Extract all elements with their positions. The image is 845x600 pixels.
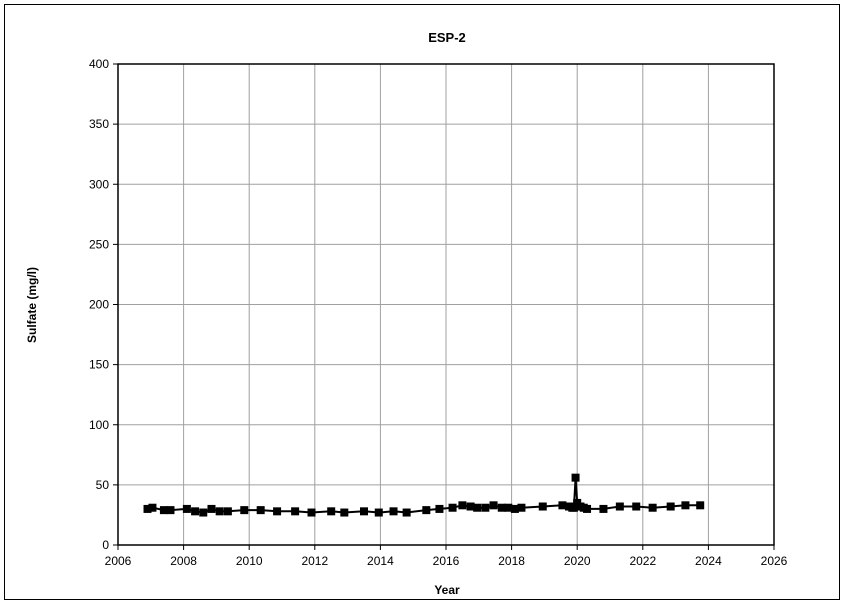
data-point (599, 504, 608, 513)
x-tick-label: 2026 (761, 554, 788, 568)
series-layer (143, 473, 705, 517)
x-tick-label: 2012 (301, 554, 328, 568)
data-point (517, 503, 526, 512)
x-tick-label: 2006 (105, 554, 132, 568)
data-point (696, 501, 705, 510)
x-tick-label: 2022 (629, 554, 656, 568)
x-tick-label: 2008 (170, 554, 197, 568)
x-tick-label: 2014 (367, 554, 394, 568)
data-point (223, 507, 232, 516)
data-point (182, 504, 191, 513)
data-point (389, 507, 398, 516)
data-point (489, 501, 498, 510)
data-point (307, 508, 316, 517)
data-point (240, 506, 249, 515)
y-tick-label: 250 (89, 237, 109, 251)
x-axis-title: Year (434, 583, 460, 597)
data-point (666, 502, 675, 511)
data-point (374, 508, 383, 517)
data-point (466, 502, 475, 511)
y-axis: 0 50 100 150 200 250 300 350 400 (89, 57, 118, 552)
data-point (569, 503, 578, 512)
grid-lines (117, 63, 775, 546)
data-point (215, 507, 224, 516)
x-axis: 2006 2008 2010 2012 2014 2016 2018 2020 2022 2024… (105, 545, 788, 568)
data-point (148, 503, 157, 512)
x-tick-label: 2018 (498, 554, 525, 568)
y-tick-label: 400 (89, 57, 109, 71)
y-axis-title: Sulfate (mg/l) (25, 267, 39, 343)
y-tick-label: 0 (102, 538, 109, 552)
data-point (632, 502, 641, 511)
data-point (327, 507, 336, 516)
data-point (504, 503, 513, 512)
x-tick-label: 2024 (695, 554, 722, 568)
data-point (256, 506, 265, 515)
data-point (571, 473, 580, 482)
x-tick-label: 2016 (433, 554, 460, 568)
data-point (435, 504, 444, 513)
data-point (497, 503, 506, 512)
data-point (360, 507, 368, 516)
y-tick-label: 100 (89, 418, 109, 432)
data-point (458, 501, 467, 510)
y-tick-label: 200 (89, 298, 109, 312)
data-point (538, 502, 547, 511)
chart-title: ESP-2 (428, 30, 466, 45)
data-point (558, 501, 567, 510)
data-point (648, 503, 657, 512)
data-point (291, 507, 300, 516)
data-point (615, 502, 624, 511)
data-point (159, 506, 168, 515)
y-tick-label: 300 (89, 177, 109, 191)
x-tick-label: 2010 (236, 554, 263, 568)
data-point (166, 506, 175, 515)
data-point (340, 508, 349, 517)
data-point (199, 508, 208, 517)
data-point (510, 504, 519, 513)
data-point (402, 508, 411, 517)
y-tick-label: 50 (96, 478, 110, 492)
data-point (448, 503, 457, 512)
data-point (473, 503, 482, 512)
data-point (191, 507, 200, 516)
data-point (583, 504, 592, 513)
data-point (422, 506, 431, 515)
data-point (481, 503, 490, 512)
data-point (143, 504, 152, 513)
y-tick-label: 350 (89, 117, 109, 131)
data-point (273, 507, 282, 516)
y-tick-label: 150 (89, 358, 109, 372)
x-tick-label: 2020 (564, 554, 591, 568)
data-point (207, 504, 216, 513)
data-point (681, 501, 690, 510)
